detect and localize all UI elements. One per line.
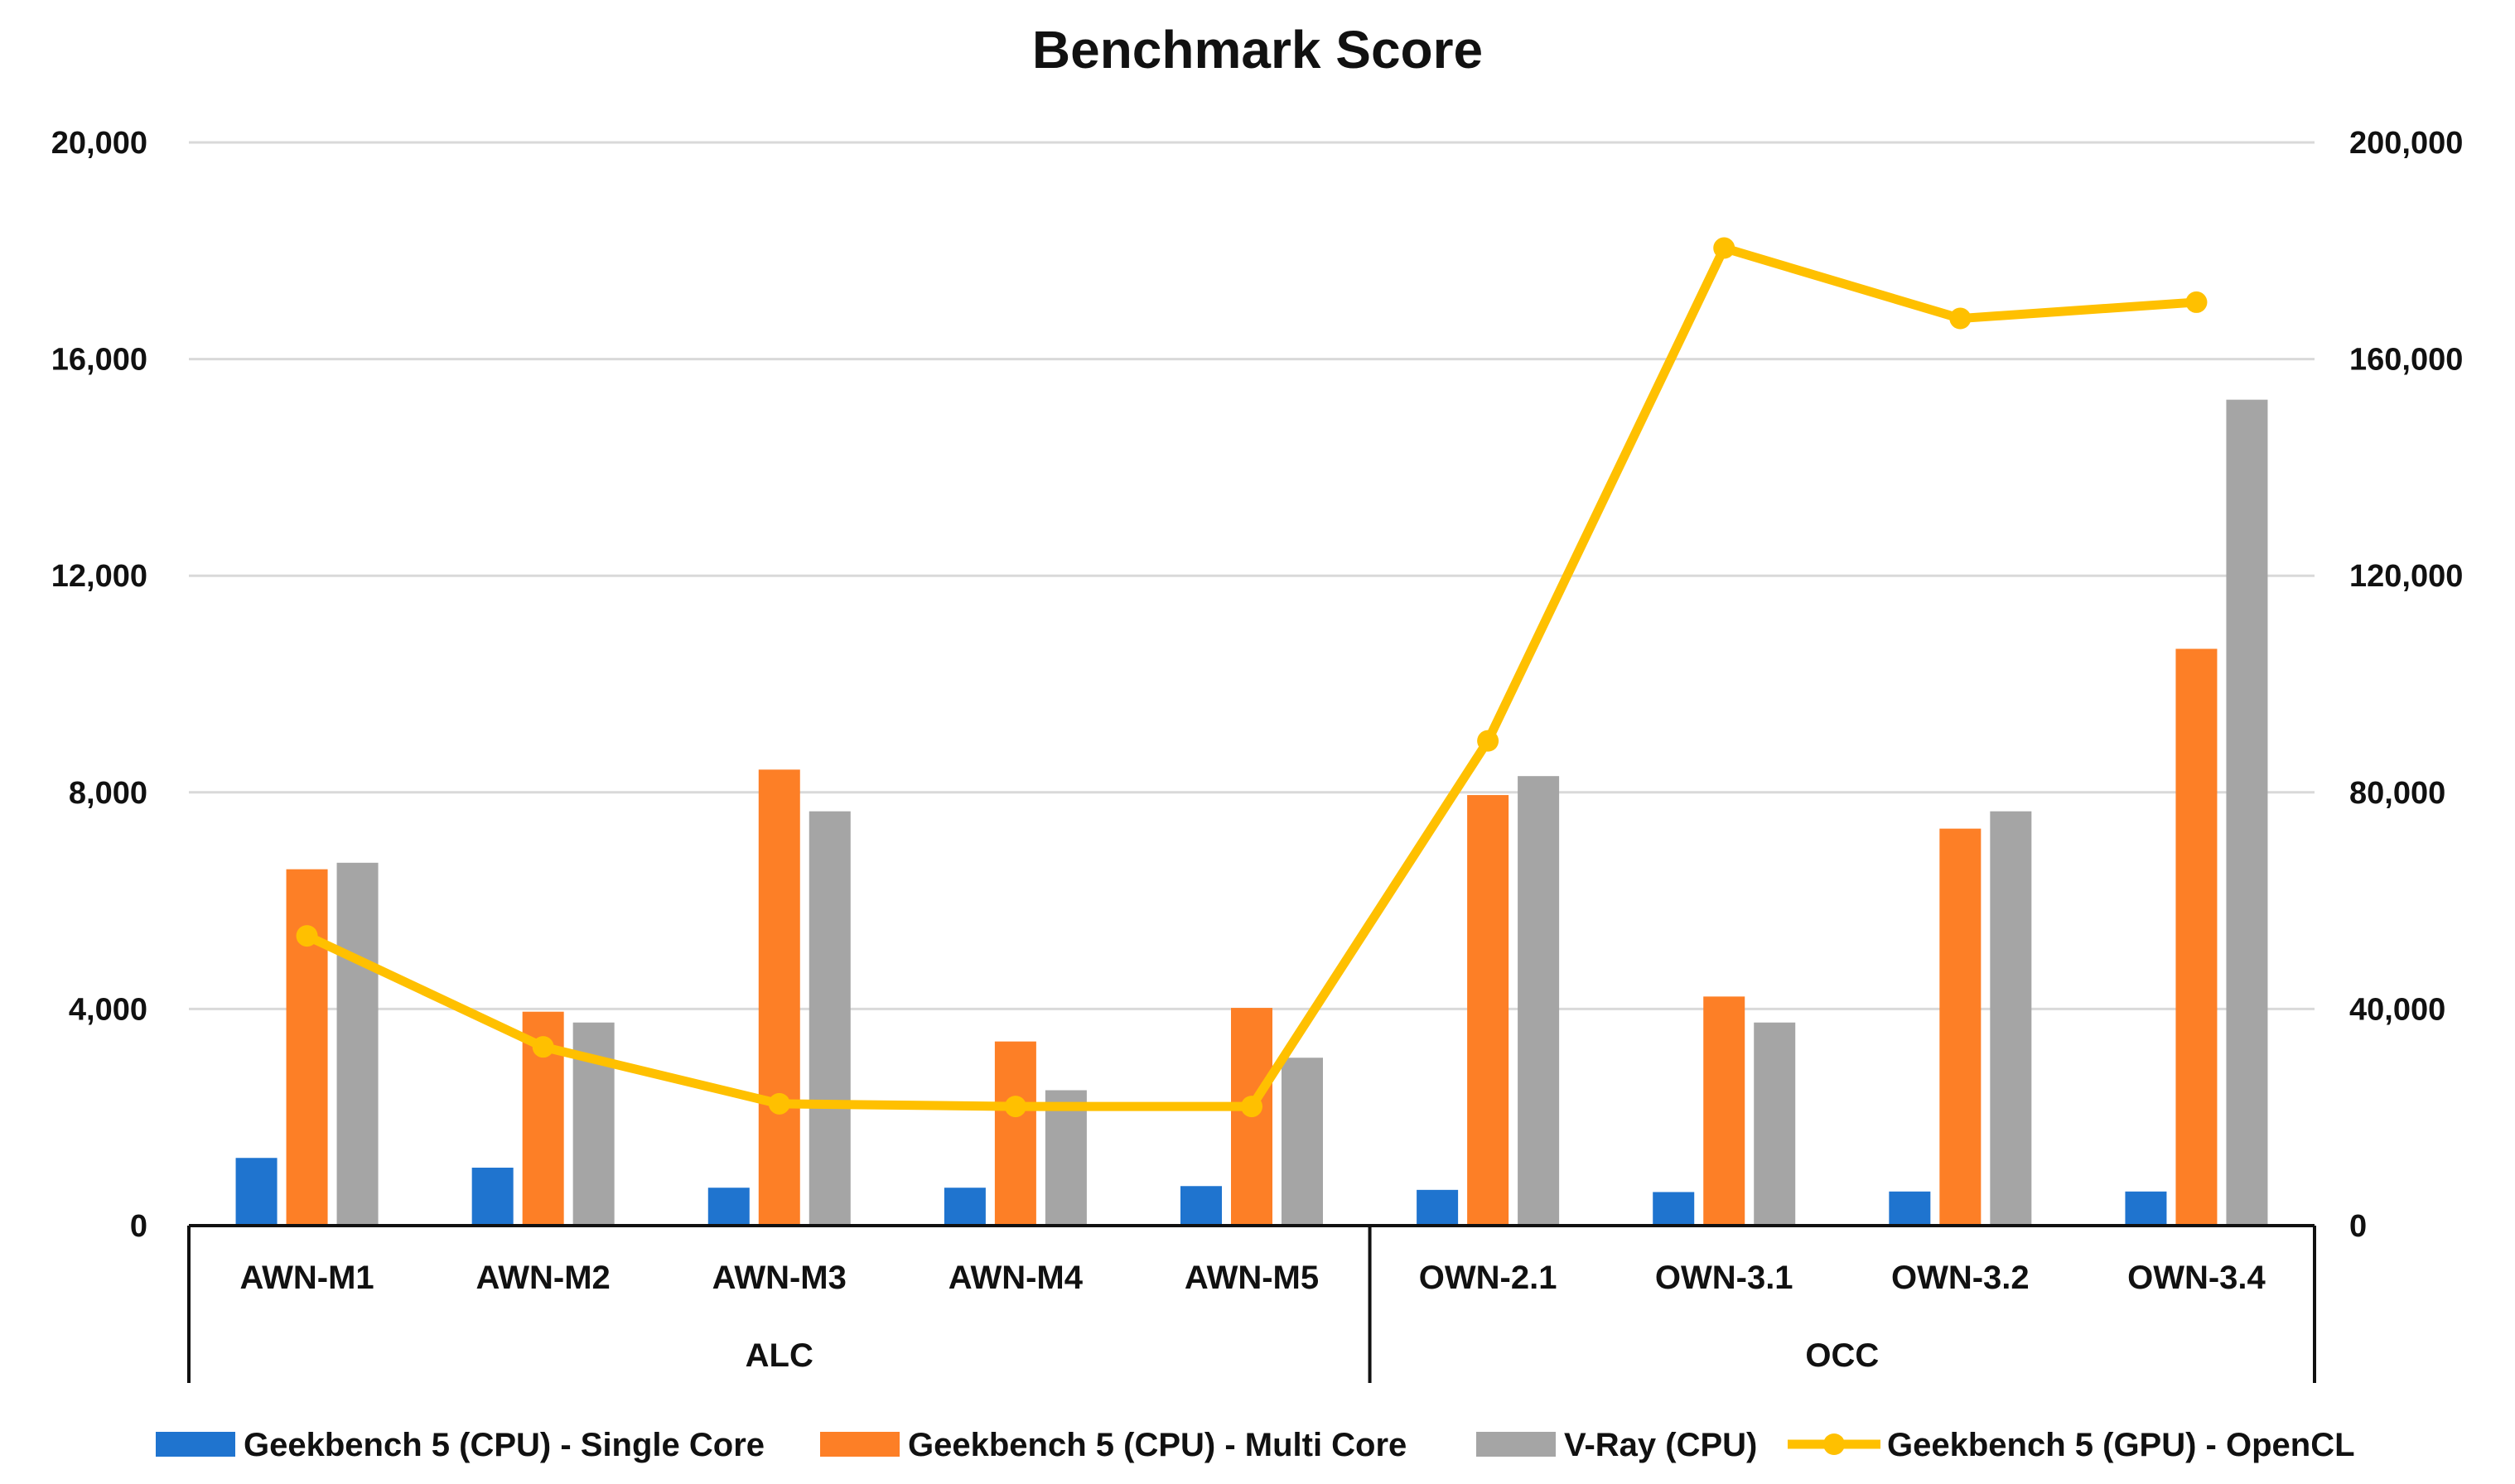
bar (758, 769, 800, 1226)
bar (1703, 996, 1745, 1226)
bar (235, 1158, 278, 1226)
bar (1990, 811, 2032, 1226)
bar (944, 1188, 986, 1226)
category-label: AWN-M4 (949, 1260, 1084, 1296)
line-point (768, 1092, 790, 1115)
category-label: OWN-3.2 (1891, 1260, 2030, 1296)
bar (2175, 648, 2218, 1226)
bar (336, 862, 379, 1226)
bar (1939, 828, 1982, 1226)
category-label: OWN-3.4 (2127, 1260, 2266, 1296)
bar (471, 1168, 514, 1226)
legend-swatch (820, 1432, 900, 1457)
series-line (302, 243, 2201, 1111)
line-point (2185, 291, 2208, 313)
category-label: AWN-M1 (239, 1260, 374, 1296)
bars (235, 399, 2268, 1226)
line-point (1477, 730, 1499, 752)
bar (1180, 1186, 1222, 1226)
category-label: AWN-M3 (712, 1260, 847, 1296)
category-axis: ALC OCC AWN-M1 AWN-M2 AWN-M3 AWN-M4 AWN-M5 OWN-… (187, 1224, 2316, 1383)
bar (2125, 1191, 2167, 1226)
legend-swatch (156, 1432, 235, 1457)
bar (707, 1188, 750, 1226)
left-tick-label: 12,000 (51, 559, 147, 594)
bar (1417, 1189, 1459, 1226)
category-label: AWN-M2 (476, 1260, 611, 1296)
legend-label: Geekbench 5 (GPU) - OpenCL (1887, 1427, 2355, 1463)
legend-label: V-Ray (CPU) (1564, 1427, 1757, 1463)
left-tick-label: 20,000 (51, 126, 147, 161)
line-point (1949, 307, 1972, 330)
bar (1754, 1022, 1796, 1226)
right-tick-label: 40,000 (2349, 992, 2445, 1027)
left-tick-label: 16,000 (51, 343, 147, 378)
right-tick-label: 200,000 (2349, 126, 2463, 161)
bar (1282, 1058, 1323, 1226)
line-point (1241, 1096, 1262, 1118)
bar (1653, 1192, 1695, 1226)
bar (1518, 776, 1560, 1226)
left-tick-label: 0 (130, 1209, 147, 1244)
line-point (296, 925, 318, 947)
bar (994, 1041, 1036, 1226)
bar (286, 869, 328, 1226)
right-tick-label: 120,000 (2349, 559, 2463, 594)
legend-marker (1823, 1433, 1845, 1455)
left-axis-ticks: 0 4,000 8,000 12,000 16,000 20,000 (51, 126, 147, 1244)
line-point (1713, 237, 1735, 259)
category-label: OWN-2.1 (1419, 1260, 1557, 1296)
group-label: OCC (1805, 1337, 1879, 1374)
right-axis-ticks: 0 40,000 80,000 120,000 160,000 200,000 (2349, 126, 2463, 1244)
legend-label: Geekbench 5 (CPU) - Multi Core (908, 1427, 1407, 1463)
chart-title: Benchmark Score (1032, 20, 1483, 80)
bar (809, 811, 851, 1226)
line-point (532, 1036, 554, 1058)
right-tick-label: 160,000 (2349, 343, 2463, 378)
category-label: AWN-M5 (1185, 1260, 1319, 1296)
bar (1467, 795, 1509, 1226)
legend-label: Geekbench 5 (CPU) - Single Core (244, 1427, 765, 1463)
right-tick-label: 0 (2349, 1209, 2367, 1244)
category-label: OWN-3.1 (1655, 1260, 1793, 1296)
legend-swatch (1476, 1432, 1556, 1457)
right-tick-label: 80,000 (2349, 776, 2445, 811)
left-tick-label: 4,000 (69, 992, 147, 1027)
bar (1889, 1191, 1931, 1226)
bar (2226, 399, 2268, 1226)
opencl-line (296, 237, 2208, 1118)
line-point (1004, 1096, 1026, 1118)
bar (1045, 1090, 1087, 1226)
legend: Geekbench 5 (CPU) - Single Core Geekbench… (156, 1427, 2355, 1463)
left-tick-label: 8,000 (69, 776, 147, 811)
group-label: ALC (746, 1337, 813, 1374)
